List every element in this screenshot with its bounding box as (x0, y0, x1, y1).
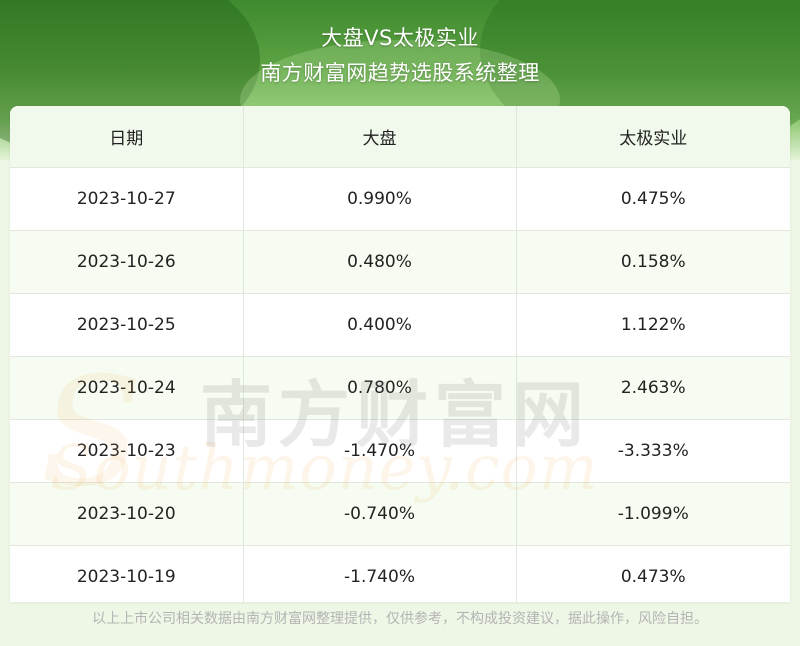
page-title: 大盘VS太极实业 (321, 26, 479, 50)
cell-market-change: -1.740% (242, 545, 516, 602)
cell-stock-change: 0.475% (515, 167, 790, 231)
cell-date: 2023-10-26 (10, 230, 243, 294)
comparison-table-card: 日期 大盘 太极实业 2023-10-27 0.990% 0.475% 2023… (10, 106, 790, 602)
cell-market-change: 0.780% (242, 356, 516, 420)
table-row: 2023-10-25 0.400% 1.122% (10, 293, 790, 357)
table-row: 2023-10-27 0.990% 0.475% (10, 167, 790, 231)
disclaimer-footer: 以上上市公司相关数据由南方财富网整理提供，仅供参考，不构成投资建议，据此操作，风… (92, 611, 708, 627)
cell-stock-change: -1.099% (515, 482, 790, 546)
cell-market-change: 0.400% (242, 293, 516, 357)
cell-market-change: 0.480% (242, 230, 516, 294)
header-banner: 大盘VS太极实业 南方财富网趋势选股系统整理 (0, 0, 800, 160)
cell-stock-change: 1.122% (515, 293, 790, 357)
table-row: 2023-10-19 -1.740% 0.473% (10, 545, 790, 602)
cell-market-change: 0.990% (242, 167, 516, 231)
column-header-stock: 太极实业 (515, 106, 790, 168)
cell-date: 2023-10-24 (10, 356, 243, 420)
cell-date: 2023-10-19 (10, 545, 243, 602)
cell-date: 2023-10-25 (10, 293, 243, 357)
cell-stock-change: 0.158% (515, 230, 790, 294)
cell-market-change: -1.470% (242, 419, 516, 483)
cell-date: 2023-10-20 (10, 482, 243, 546)
cell-date: 2023-10-27 (10, 167, 243, 231)
column-header-market: 大盘 (242, 106, 516, 168)
cell-date: 2023-10-23 (10, 419, 243, 483)
table-row: 2023-10-20 -0.740% -1.099% (10, 482, 790, 546)
column-header-date: 日期 (10, 106, 243, 168)
table-row: 2023-10-26 0.480% 0.158% (10, 230, 790, 294)
table-header-row: 日期 大盘 太极实业 (10, 106, 790, 168)
cell-stock-change: 0.473% (515, 545, 790, 602)
cell-stock-change: -3.333% (515, 419, 790, 483)
cell-stock-change: 2.463% (515, 356, 790, 420)
table-row: 2023-10-24 0.780% 2.463% (10, 356, 790, 420)
cell-market-change: -0.740% (242, 482, 516, 546)
page-subtitle: 南方财富网趋势选股系统整理 (260, 61, 540, 85)
table-row: 2023-10-23 -1.470% -3.333% (10, 419, 790, 483)
comparison-table: 日期 大盘 太极实业 2023-10-27 0.990% 0.475% 2023… (10, 106, 790, 602)
